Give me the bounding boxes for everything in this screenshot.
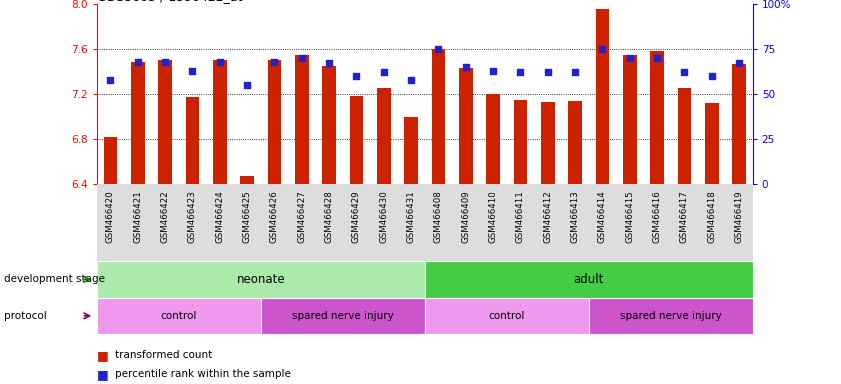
Text: GSM466424: GSM466424 — [215, 190, 225, 243]
Text: GSM466430: GSM466430 — [379, 190, 389, 243]
Text: GSM466416: GSM466416 — [653, 190, 662, 243]
Text: ■: ■ — [97, 368, 113, 381]
Bar — [459, 68, 473, 184]
Point — [678, 70, 691, 76]
Point — [459, 64, 473, 70]
Bar — [261, 298, 425, 334]
Text: ■: ■ — [97, 349, 113, 362]
Bar — [705, 103, 718, 184]
Bar — [431, 49, 445, 184]
Text: GDS3605 / 1390422_at: GDS3605 / 1390422_at — [97, 0, 242, 3]
Text: control: control — [489, 311, 525, 321]
Text: spared nerve injury: spared nerve injury — [292, 311, 394, 321]
Bar — [103, 137, 117, 184]
Point — [350, 73, 363, 79]
Text: GSM466414: GSM466414 — [598, 190, 607, 243]
Bar — [425, 298, 589, 334]
Point — [623, 55, 637, 61]
Bar — [486, 94, 500, 184]
Point — [486, 68, 500, 74]
Text: GSM466412: GSM466412 — [543, 190, 553, 243]
Bar — [295, 55, 309, 184]
Point — [103, 76, 117, 83]
Point — [431, 46, 445, 52]
Bar — [131, 63, 145, 184]
Point — [405, 76, 418, 83]
Text: GSM466417: GSM466417 — [680, 190, 689, 243]
Point — [595, 46, 609, 52]
Point — [650, 55, 664, 61]
Text: GSM466409: GSM466409 — [461, 190, 470, 243]
Point — [186, 68, 199, 74]
Text: spared nerve injury: spared nerve injury — [620, 311, 722, 321]
Point — [295, 55, 309, 61]
Bar — [158, 60, 172, 184]
Bar — [213, 60, 226, 184]
Bar — [678, 88, 691, 184]
Text: GSM466419: GSM466419 — [734, 190, 743, 243]
Bar — [425, 261, 753, 298]
Point — [322, 60, 336, 66]
Bar — [405, 117, 418, 184]
Bar — [514, 100, 527, 184]
Point — [267, 58, 281, 65]
Bar — [623, 55, 637, 184]
Text: percentile rank within the sample: percentile rank within the sample — [115, 369, 291, 379]
Text: GSM466415: GSM466415 — [625, 190, 634, 243]
Bar — [97, 261, 425, 298]
Text: development stage: development stage — [4, 274, 105, 285]
Text: GSM466425: GSM466425 — [242, 190, 251, 243]
Text: GSM466420: GSM466420 — [106, 190, 115, 243]
Text: GSM466423: GSM466423 — [188, 190, 197, 243]
Text: GSM466410: GSM466410 — [489, 190, 498, 243]
Point — [241, 82, 254, 88]
Bar — [97, 298, 261, 334]
Text: GSM466428: GSM466428 — [325, 190, 334, 243]
Text: transformed count: transformed count — [115, 350, 213, 360]
Text: GSM466418: GSM466418 — [707, 190, 717, 243]
Bar — [541, 102, 554, 184]
Text: GSM466422: GSM466422 — [161, 190, 170, 243]
Point — [705, 73, 718, 79]
Bar — [267, 60, 281, 184]
Text: GSM466413: GSM466413 — [570, 190, 579, 243]
Point — [733, 60, 746, 66]
Bar — [377, 88, 390, 184]
Point — [213, 58, 226, 65]
Text: control: control — [161, 311, 197, 321]
Bar — [589, 298, 753, 334]
Bar — [569, 101, 582, 184]
Text: GSM466429: GSM466429 — [352, 190, 361, 243]
Text: adult: adult — [574, 273, 604, 286]
Text: GSM466421: GSM466421 — [133, 190, 142, 243]
Text: GSM466408: GSM466408 — [434, 190, 443, 243]
Bar — [650, 51, 664, 184]
Bar — [241, 176, 254, 184]
Point — [377, 70, 390, 76]
Bar — [322, 66, 336, 184]
Point — [158, 58, 172, 65]
Bar — [186, 98, 199, 184]
Text: neonate: neonate — [236, 273, 285, 286]
Bar — [595, 10, 609, 184]
Text: GSM466426: GSM466426 — [270, 190, 279, 243]
Bar — [733, 64, 746, 184]
Text: GSM466411: GSM466411 — [516, 190, 525, 243]
Point — [131, 58, 145, 65]
Bar — [350, 96, 363, 184]
Point — [541, 70, 554, 76]
Text: protocol: protocol — [4, 311, 47, 321]
Point — [569, 70, 582, 76]
Text: GSM466427: GSM466427 — [297, 190, 306, 243]
Point — [514, 70, 527, 76]
Text: GSM466431: GSM466431 — [406, 190, 415, 243]
